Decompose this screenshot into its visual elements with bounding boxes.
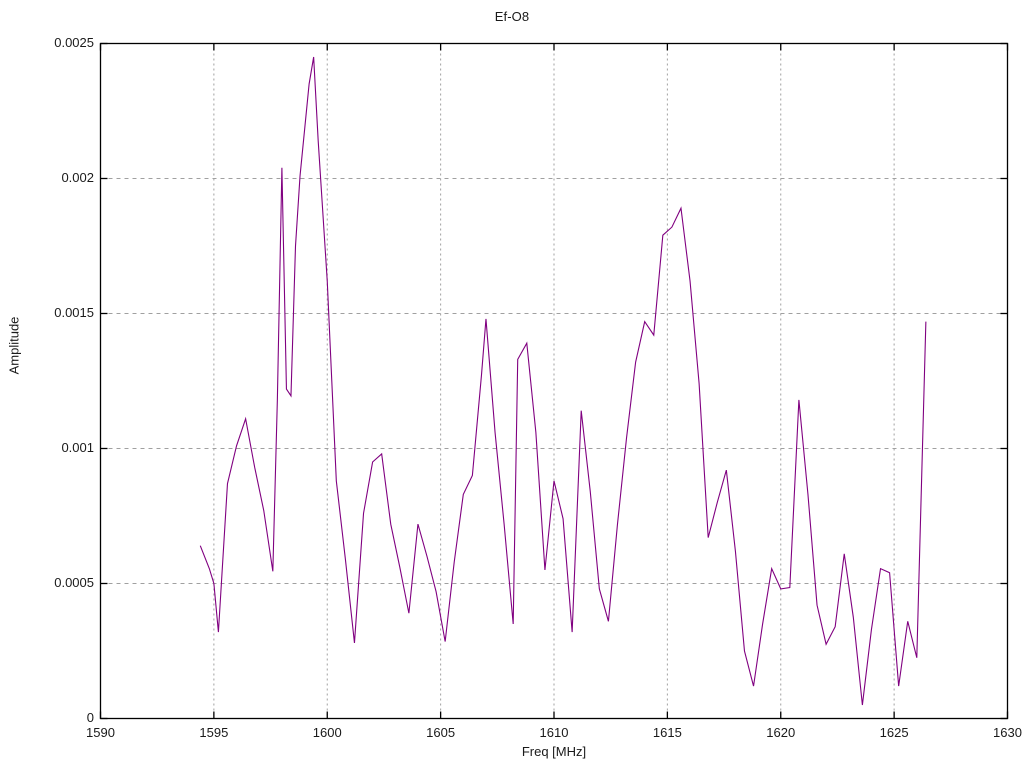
y-tick-label: 0.0005 (54, 574, 94, 590)
y-tick-label: 0.001 (61, 439, 94, 455)
chart-title: Ef-O8 (494, 9, 530, 24)
y-tick-label: 0.002 (61, 169, 94, 185)
x-tick-label: 1595 (199, 724, 229, 740)
x-tick-label: 1590 (86, 724, 115, 740)
x-tick-label: 1615 (652, 724, 682, 740)
y-tick-label: 0.0025 (54, 34, 94, 50)
axis-ticks (99, 42, 1009, 720)
y-axis-tick-labels: 0 0.0005 0.001 0.0015 0.002 0.0025 (8, 0, 94, 768)
data-series-line (199, 56, 927, 706)
x-axis-label: Freq [MHz] (521, 744, 587, 759)
x-tick-label: 1630 (993, 724, 1022, 740)
y-tick-label: 0 (86, 709, 94, 725)
x-tick-label: 1610 (539, 724, 569, 740)
x-tick-label: 1625 (879, 724, 909, 740)
x-tick-label: 1600 (312, 724, 342, 740)
x-tick-label: 1620 (766, 724, 796, 740)
gridlines (100, 43, 1008, 719)
y-tick-label: 0.0015 (54, 304, 94, 320)
x-tick-label: 1605 (426, 724, 456, 740)
